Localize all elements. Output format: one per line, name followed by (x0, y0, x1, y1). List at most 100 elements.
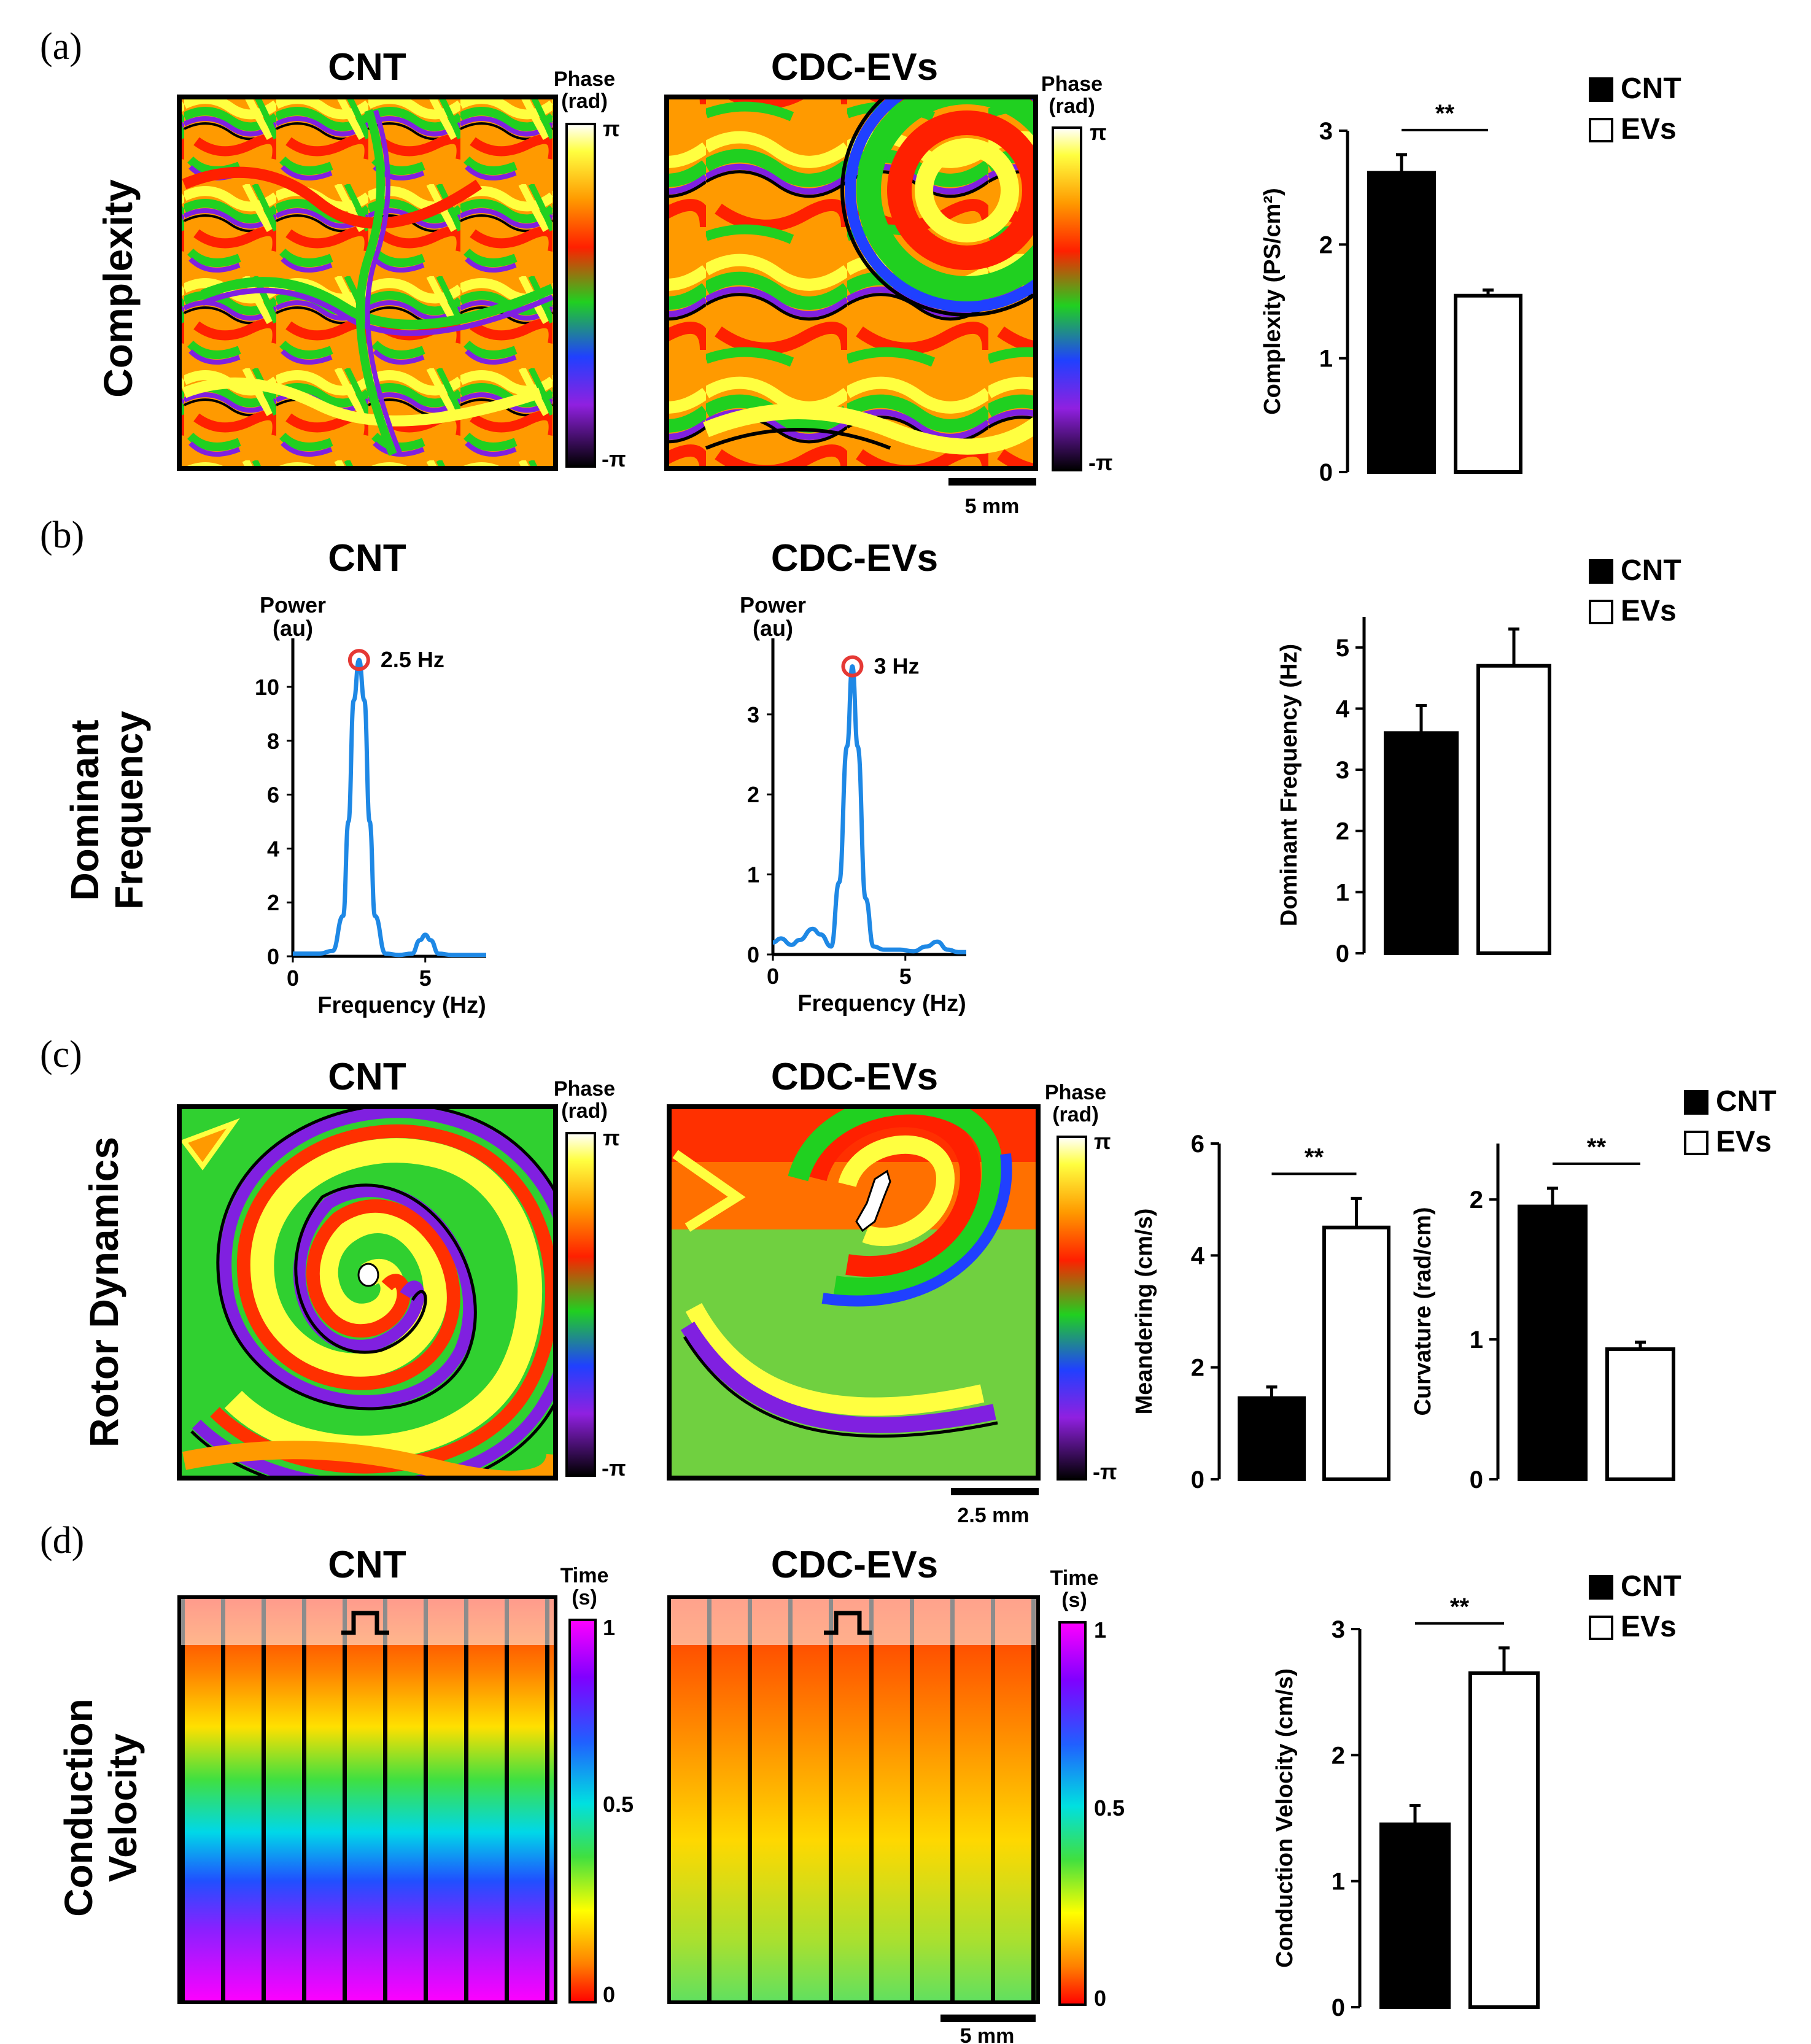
y-axis-label-line2: (au) (753, 616, 793, 641)
spectrum-line (292, 657, 486, 958)
colorbar-title-phase: Phase (554, 68, 615, 91)
x-tick-label: 5 (899, 964, 912, 989)
y-tick-label: 2 (267, 890, 279, 915)
colorbar-title-s: (s) (1061, 1589, 1087, 1612)
scale-bar-label: 2.5 mm (957, 1504, 1029, 1527)
legend-swatch-cnt (1589, 559, 1613, 584)
colorbar-mid-label: 0.5 (1094, 1795, 1125, 1821)
colorbar-bottom-label: -π (1093, 1459, 1117, 1484)
y-tick-label: 0 (1332, 1994, 1345, 2021)
row-label-rotor-dynamics: Rotor Dynamics (81, 1137, 126, 1447)
x-axis-label: Frequency (Hz) (797, 991, 966, 1016)
y-axis-label: Complexity (PS/cm²) (1260, 188, 1286, 415)
panel-letter-c: (c) (40, 1034, 82, 1075)
colorbar-top-label: 1 (603, 1615, 615, 1640)
significance-label: ** (1435, 100, 1455, 127)
colorbar-title-rad: (rad) (1052, 1103, 1099, 1126)
legend-label-evs: EVs (1621, 1611, 1677, 1643)
legend: CNT EVs (1589, 72, 1681, 145)
title-cnt-c: CNT (328, 1056, 406, 1098)
x-tick-label: 5 (419, 966, 432, 991)
bar-evs (1476, 664, 1551, 956)
activation-map-evs (667, 1595, 1040, 2004)
y-tick-label: 0 (1336, 940, 1349, 967)
y-tick-label: 1 (1332, 1868, 1345, 1895)
title-cnt-a: CNT (328, 46, 406, 88)
y-tick-label: 4 (267, 836, 279, 861)
title-cdc-evs-c: CDC-EVs (771, 1056, 938, 1098)
bar-chart-complexity: 0 1 2 3 Complexity (PS/cm²) ** CNT EVs (1260, 72, 1681, 486)
legend-swatch-cnt (1589, 77, 1613, 102)
panel-d: (d) Conduction Velocity CNT CDC-EVs Time… (40, 1520, 1125, 2044)
bar-chart-conduction_velocity: 0 1 2 3 Conduction Velocity (cm/s) ** CNT EVs (1272, 1570, 1681, 2021)
legend-label-cnt: CNT (1621, 72, 1681, 105)
charts: 0 1 2 3 Complexity (PS/cm²) ** CNT EVs 0 1 2 3 4 5 Dom… (255, 72, 1777, 2021)
title-cdc-evs-d: CDC-EVs (771, 1544, 938, 1586)
y-tick-label: 3 (747, 702, 759, 727)
y-tick-label: 1 (1319, 346, 1333, 373)
colorbar-title-rad: (rad) (561, 1099, 608, 1123)
peak-marker (841, 655, 864, 678)
colorbar-top-label: π (1094, 1129, 1111, 1154)
colorbar-top-label: π (1090, 120, 1107, 145)
colorbar-top-label: π (603, 116, 620, 141)
colorbar-title-phase: Phase (1041, 72, 1103, 96)
phase-map-evs-complexity (664, 95, 1038, 471)
y-axis-label-line1: Power (260, 592, 326, 617)
y-tick-label: 2 (1336, 818, 1349, 845)
y-tick-label: 4 (1336, 695, 1350, 722)
phase-map-cnt-rotor (177, 1104, 558, 1481)
panel-a: (a) Complexity CNT CDC-EVs Phase (rad) π… (40, 26, 1113, 518)
y-axis-label: Dominant Frequency (Hz) (1276, 644, 1302, 926)
y-axis-label-line1: Power (740, 592, 806, 617)
y-tick-label: 2 (747, 782, 759, 807)
y-tick-label: 2 (1191, 1355, 1204, 1382)
bar-evs (1454, 293, 1522, 474)
y-tick-label: 3 (1319, 118, 1333, 145)
colorbar-time-d-2: Time (s) 1 0.5 0 (1050, 1566, 1125, 2011)
y-tick-label: 0 (747, 942, 759, 967)
panel-letter-b: (b) (40, 514, 84, 556)
bar-cnt (1384, 731, 1459, 955)
colorbar-phase-a: Phase (rad) π -π (554, 68, 626, 471)
legend: CNT EVs (1589, 1570, 1681, 1643)
colorbar-phase-a-2: Phase (rad) π -π (1041, 72, 1113, 475)
y-tick-label: 0 (1470, 1466, 1483, 1493)
phase-map-cnt-complexity (177, 95, 558, 471)
colorbar-bottom-label: -π (602, 446, 626, 471)
colorbar-title-time: Time (1050, 1566, 1099, 1590)
y-tick-label: 0 (267, 944, 279, 969)
y-tick-label: 5 (1336, 635, 1349, 662)
legend-label-cnt: CNT (1621, 554, 1681, 587)
scale-bar-d: 5 mm (940, 2015, 1036, 2044)
peak-marker (347, 649, 370, 672)
bar-cnt (1238, 1396, 1306, 1482)
legend-label-evs: EVs (1621, 113, 1677, 145)
legend: CNT EVs (1684, 1085, 1777, 1158)
peak-label: 3 Hz (874, 654, 919, 679)
y-axis-label: Curvature (rad/cm) (1410, 1207, 1436, 1416)
y-tick-label: 0 (1319, 459, 1333, 486)
row-label-velocity: Velocity (101, 1733, 145, 1882)
bar-evs (1468, 1671, 1540, 2010)
scale-bar-c: 2.5 mm (951, 1488, 1039, 1527)
phase-map-evs-rotor (667, 1104, 1041, 1481)
peak-label: 2.5 Hz (381, 647, 444, 672)
colorbar-top-label: 1 (1094, 1617, 1106, 1643)
y-tick-label: 1 (1336, 879, 1349, 906)
legend-swatch-evs (1589, 1616, 1613, 1640)
colorbar-title-rad: (rad) (1049, 95, 1095, 118)
y-tick-label: 10 (255, 675, 279, 700)
title-cdc-evs-b: CDC-EVs (771, 537, 938, 579)
colorbar-title-rad: (rad) (561, 90, 608, 113)
y-tick-label: 0 (1191, 1466, 1204, 1493)
spectrum-line (772, 664, 966, 954)
bar-chart-meandering: 0 2 4 6 Meandering (cm/s) ** (1131, 1131, 1390, 1493)
significance-label: ** (1305, 1144, 1324, 1171)
colorbar-title-phase: Phase (554, 1077, 615, 1101)
row-label-dominant: Dominant (63, 719, 107, 900)
title-cnt-d: CNT (328, 1544, 406, 1586)
panel-letter-a: (a) (40, 26, 82, 68)
y-tick-label: 3 (1336, 757, 1349, 784)
y-tick-label: 2 (1319, 231, 1333, 258)
